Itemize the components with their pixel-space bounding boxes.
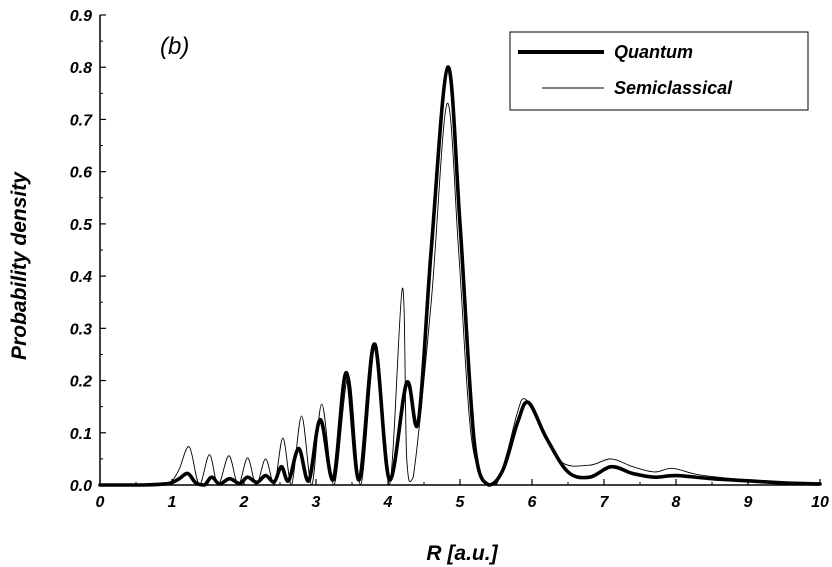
y-axis-title: Probability density — [8, 171, 31, 360]
legend: Quantum Semiclassical — [509, 31, 809, 111]
y-tick-label: 0.5 — [70, 217, 93, 234]
y-tick-label: 0.1 — [70, 426, 92, 443]
x-tick-label: 10 — [811, 494, 829, 511]
legend-label-quantum: Quantum — [614, 42, 693, 62]
x-axis-title: R [a.u.] — [426, 542, 498, 565]
y-tick-label: 0.7 — [70, 112, 93, 129]
legend-label-semiclassical: Semiclassical — [614, 78, 733, 98]
x-tick-label: 9 — [744, 494, 753, 511]
tick-labels: 0 1 2 3 4 5 6 7 8 9 10 0.0 0.1 0.2 0.3 0.4 0.5 0.6 0.7 0.8 0… — [70, 8, 829, 511]
y-tick-label: 0.6 — [70, 165, 92, 182]
legend-box — [509, 31, 809, 111]
y-tick-label: 0.0 — [70, 478, 92, 495]
y-tick-label: 0.9 — [70, 8, 92, 25]
y-tick-label: 0.4 — [70, 269, 92, 286]
x-tick-label: 2 — [239, 494, 249, 511]
y-tick-label: 0.8 — [70, 60, 92, 77]
x-tick-label: 8 — [672, 494, 681, 511]
series-line-quantum — [98, 65, 822, 487]
y-tick-label: 0.2 — [70, 374, 92, 391]
x-tick-label: 4 — [383, 494, 393, 511]
panel-label: (b) — [160, 33, 189, 60]
x-tick-label: 0 — [96, 494, 105, 511]
series-lines — [98, 65, 822, 487]
x-tick-label: 6 — [528, 494, 537, 511]
x-tick-label: 1 — [168, 494, 177, 511]
y-tick-label: 0.3 — [70, 321, 92, 338]
x-tick-label: 7 — [600, 494, 610, 511]
x-tick-label: 5 — [456, 494, 466, 511]
x-tick-label: 3 — [312, 494, 321, 511]
series-line-semiclassical — [99, 103, 821, 486]
